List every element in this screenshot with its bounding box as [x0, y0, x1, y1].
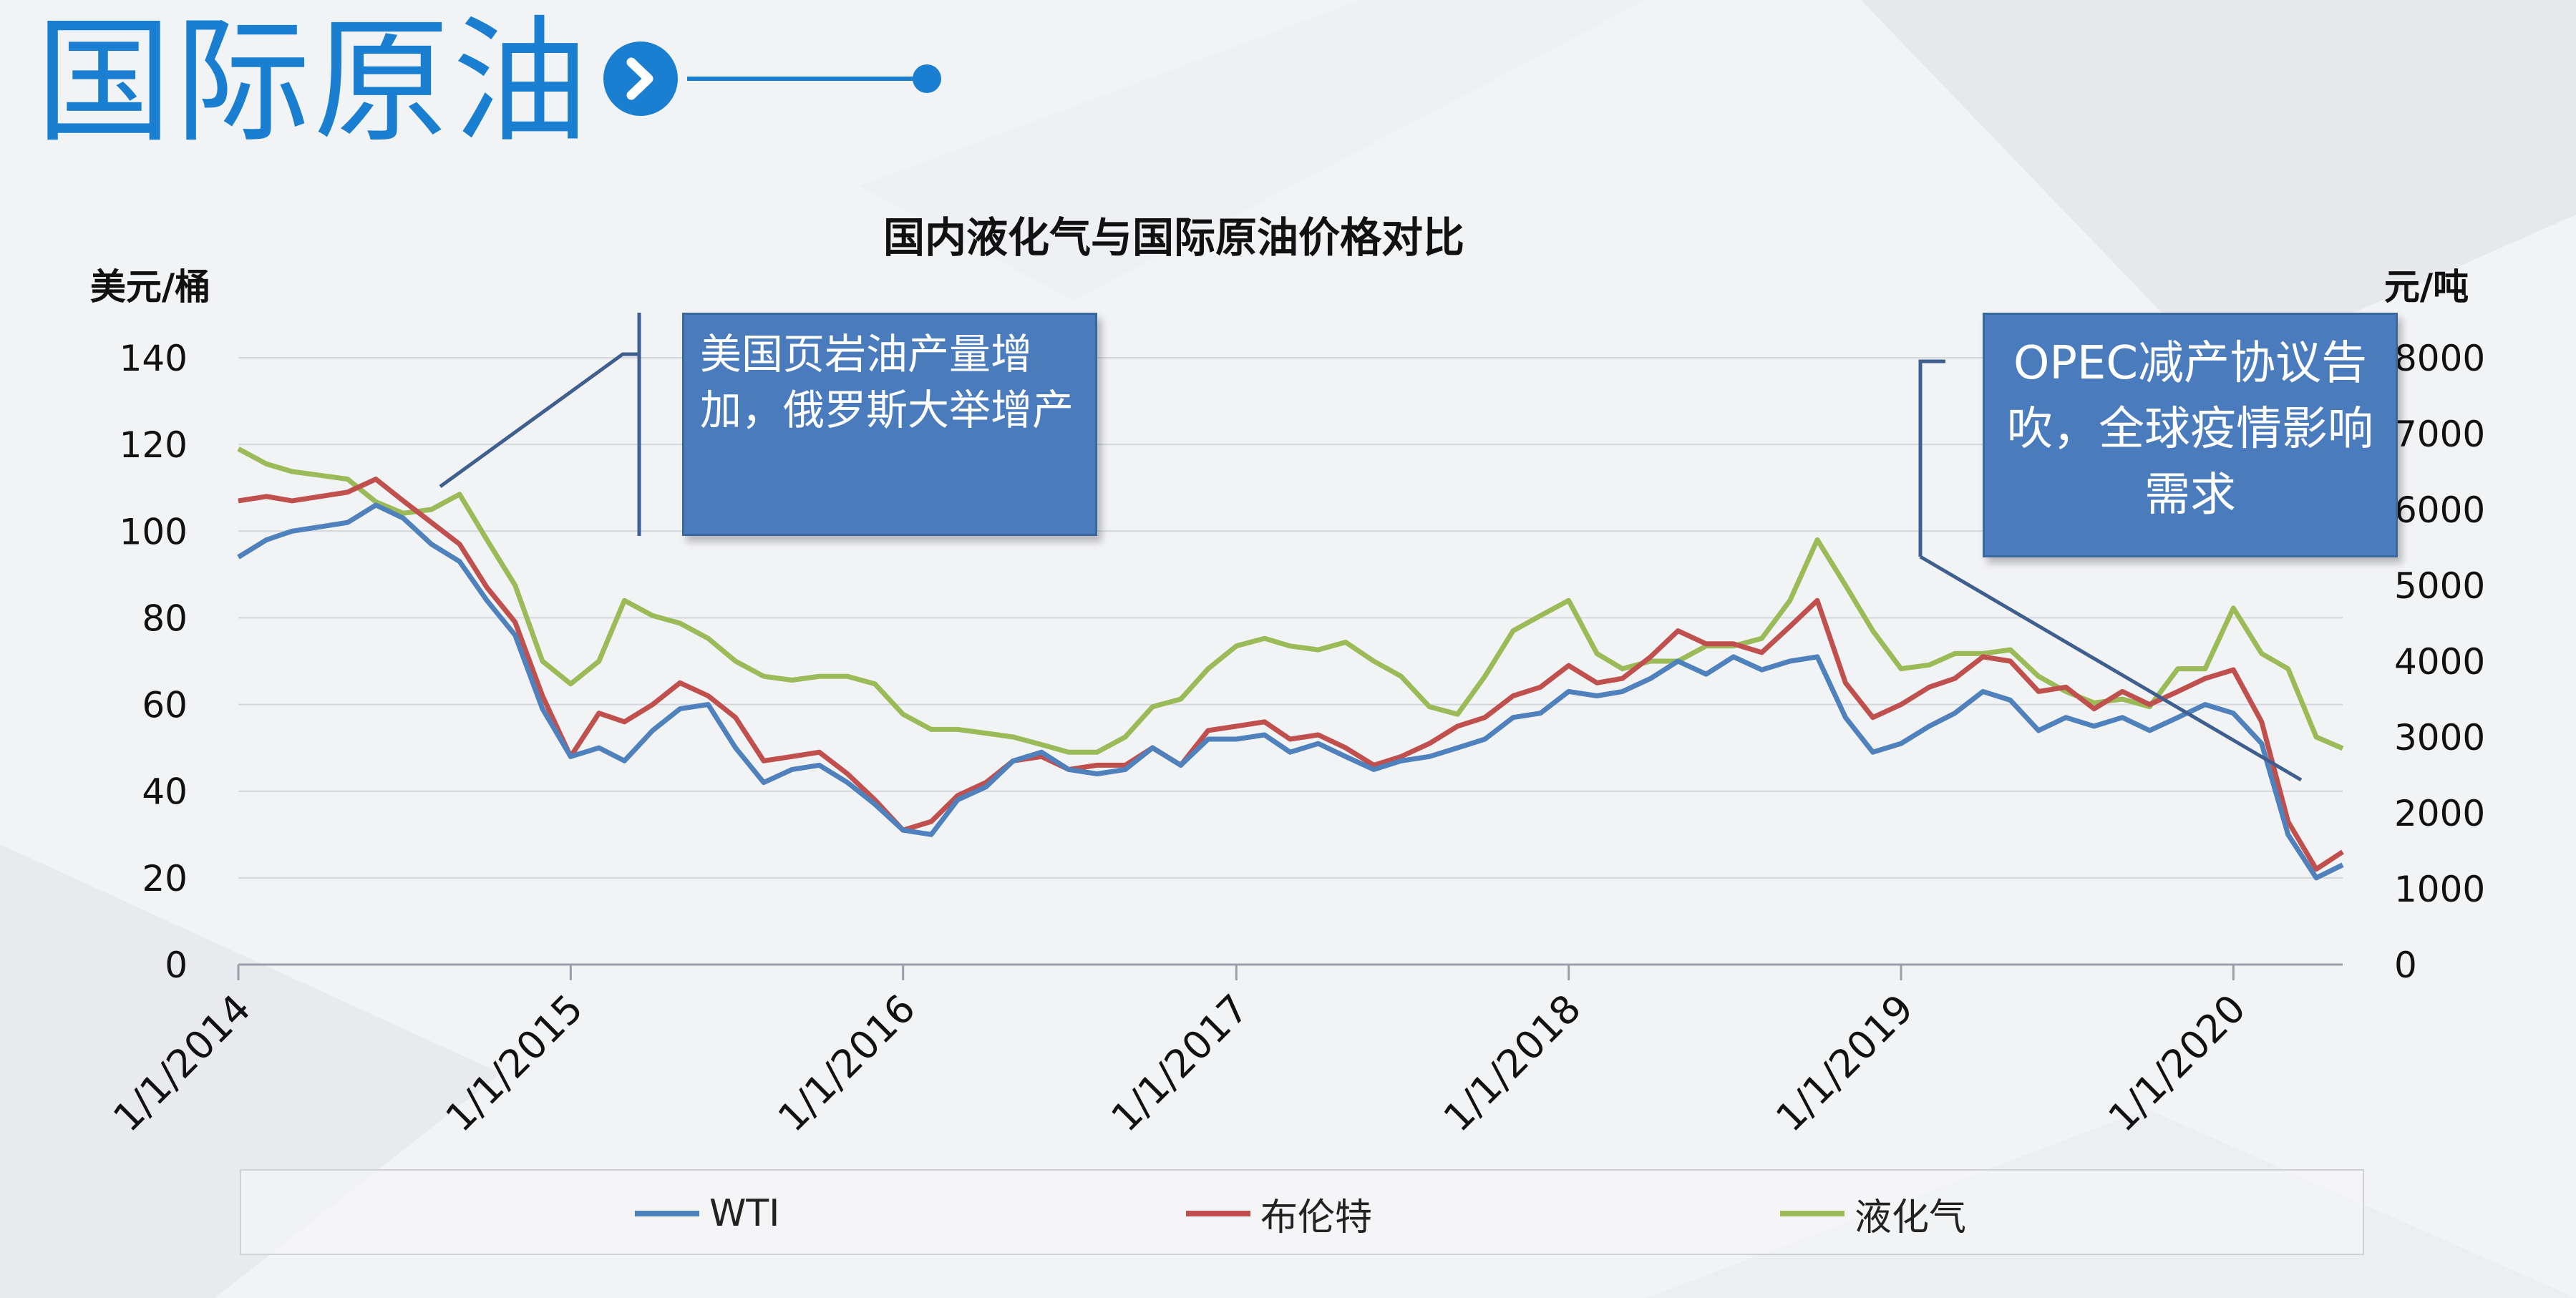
- callout-shale-oil: 美国页岩油产量增加，俄罗斯大举增产: [682, 313, 1097, 536]
- slide-title: 国际原油: [36, 3, 592, 161]
- legend-swatch-wti: [635, 1211, 699, 1216]
- legend-swatch-brent: [1186, 1211, 1250, 1216]
- legend-label-wti: WTI: [709, 1192, 780, 1235]
- y-tick-right: 1000: [2394, 869, 2485, 910]
- y-tick-right: 2000: [2394, 793, 2485, 834]
- x-tick-label: 1/1/2014: [105, 986, 259, 1141]
- y-tick-left: 0: [165, 945, 188, 986]
- x-tick-label: 1/1/2016: [769, 986, 924, 1141]
- x-tick-label: 1/1/2020: [2099, 986, 2254, 1141]
- legend-item-brent: 布伦特: [1186, 1196, 1372, 1239]
- y-tick-left: 120: [120, 424, 188, 466]
- x-tick-label: 1/1/2015: [437, 986, 591, 1141]
- y-tick-left: 60: [142, 685, 188, 726]
- y-tick-left: 80: [142, 597, 188, 639]
- legend-item-lpg: 液化气: [1780, 1196, 1966, 1239]
- y-tick-right: 3000: [2394, 717, 2485, 758]
- y-tick-right: 4000: [2394, 641, 2485, 683]
- legend-item-wti: WTI: [635, 1192, 780, 1235]
- legend-label-brent: 布伦特: [1260, 1196, 1373, 1239]
- y-tick-left: 100: [120, 511, 188, 552]
- x-tick-label: 1/1/2017: [1102, 986, 1257, 1141]
- chevron-right-icon: [603, 42, 678, 116]
- x-tick-label: 1/1/2018: [1435, 986, 1590, 1141]
- y-axis-left-label: 美元/桶: [90, 266, 210, 308]
- brent-line: [238, 477, 2344, 872]
- y-tick-right: 7000: [2394, 414, 2485, 455]
- callout-opec: OPEC减产协议告吹，全球疫情影响需求: [1983, 313, 2398, 557]
- y-tick-left: 40: [142, 771, 188, 813]
- y-tick-left: 20: [142, 858, 188, 899]
- x-tick-label: 1/1/2019: [1767, 986, 1922, 1141]
- y-tick-right: 5000: [2394, 565, 2485, 607]
- callout-leader-lines: [439, 313, 2303, 782]
- wti-line: [237, 502, 2344, 881]
- legend-label-lpg: 液化气: [1855, 1196, 1967, 1239]
- y-tick-left: 140: [120, 338, 188, 379]
- legend-swatch-lpg: [1780, 1211, 1844, 1216]
- y-axis-right-label: 元/吨: [2384, 266, 2469, 308]
- chart-title: 国内液化气与国际原油价格对比: [883, 213, 1464, 262]
- y-tick-right: 6000: [2394, 489, 2485, 531]
- series-lines: [237, 447, 2344, 881]
- y-tick-right: 0: [2394, 945, 2417, 986]
- title-arrow-decoration: [603, 42, 941, 116]
- chart-legend: WTI 布伦特 液化气: [240, 1169, 2364, 1255]
- lpg-line: [237, 447, 2344, 755]
- y-tick-right: 8000: [2394, 338, 2485, 379]
